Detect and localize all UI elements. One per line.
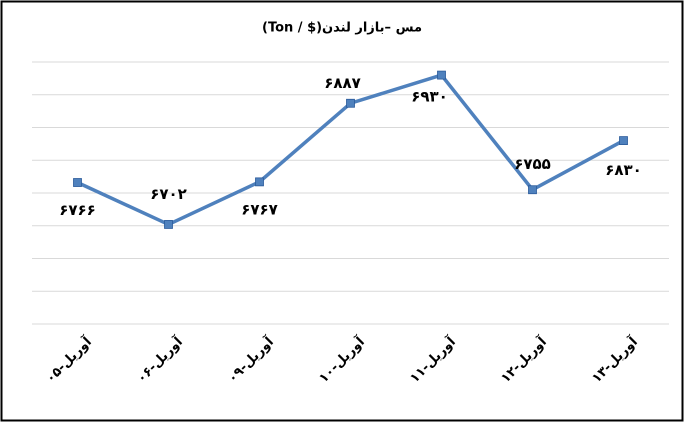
marker bbox=[619, 136, 628, 146]
data-label: ۶۷۰۲ bbox=[150, 185, 187, 203]
marker bbox=[346, 98, 355, 108]
data-label: ۶۷۵۵ bbox=[514, 155, 551, 173]
marker bbox=[437, 70, 446, 80]
marker bbox=[73, 178, 82, 187]
data-label: ۶۷۶۶ bbox=[59, 201, 96, 219]
marker bbox=[528, 185, 537, 195]
marker bbox=[164, 220, 173, 229]
data-label: ۶۸۳۰ bbox=[605, 161, 642, 179]
data-label: ۶۷۶۷ bbox=[241, 200, 278, 218]
marker bbox=[255, 177, 264, 187]
chart-title: مس –بازار لندن($ / Ton) bbox=[262, 21, 422, 36]
data-label: ۶۹۳۰ bbox=[411, 88, 448, 106]
data-label: ۶۸۸۷ bbox=[324, 74, 361, 92]
